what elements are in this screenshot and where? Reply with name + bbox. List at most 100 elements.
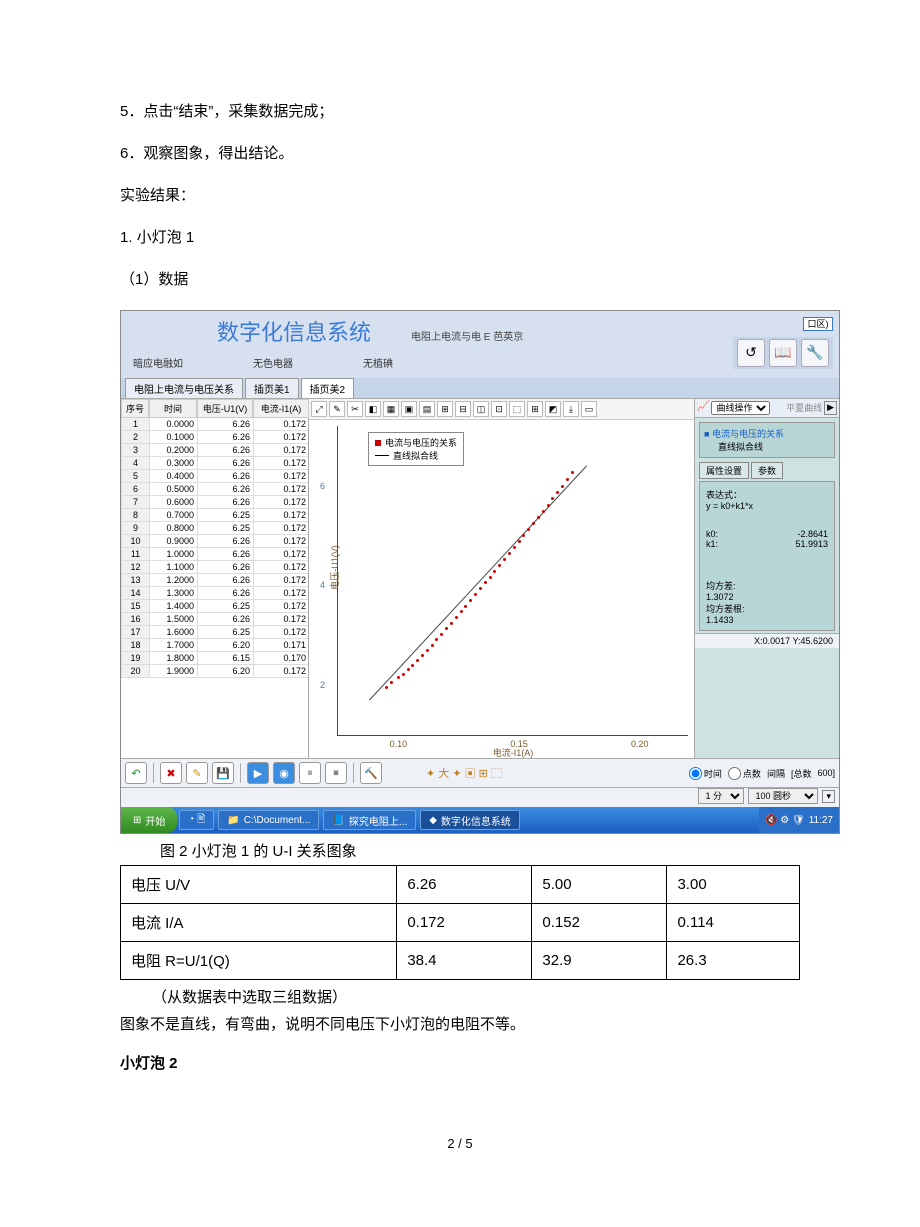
data-row[interactable]: 90.80006.250.172 (121, 522, 308, 535)
chart-tool-14[interactable]: ⤓ (563, 401, 579, 417)
sp-tab-props[interactable]: 属性设置 (699, 462, 749, 479)
iconbar-btn-2[interactable]: 🔧 (801, 339, 829, 367)
stop-button[interactable]: ⏹ (325, 762, 347, 784)
data-row[interactable]: 20.10006.260.172 (121, 431, 308, 444)
chart-tool-9[interactable]: ◫ (473, 401, 489, 417)
tab-2[interactable]: 插页美2 (301, 378, 355, 398)
chart-tool-12[interactable]: ⊞ (527, 401, 543, 417)
chart-tool-8[interactable]: ⊟ (455, 401, 471, 417)
cell-r0c1: 6.26 (397, 866, 532, 904)
data-row[interactable]: 201.90006.200.172 (121, 665, 308, 678)
chart-tool-0[interactable]: ⤢ (311, 401, 327, 417)
chart-tool-7[interactable]: ⊞ (437, 401, 453, 417)
cell-r0c2: 5.00 (532, 866, 667, 904)
data-table-body[interactable]: 10.00006.260.17220.10006.260.17230.20006… (121, 418, 308, 678)
total-after: 600] (817, 768, 835, 778)
data-row[interactable]: 60.50006.260.172 (121, 483, 308, 496)
tab-0[interactable]: 电阻上电流与电压关系 (125, 378, 243, 398)
cell-r1c0: 电流 I/A (121, 904, 397, 942)
sqroot-label: 均方差根: (706, 604, 745, 614)
menu-icon[interactable]: ▾ (822, 790, 835, 803)
sqmean-label: 均方差: (706, 581, 736, 591)
table-row: 电流 I/A 0.172 0.152 0.114 (121, 904, 800, 942)
chart-tool-11[interactable]: ⬚ (509, 401, 525, 417)
sp-tab-params[interactable]: 参数 (751, 462, 783, 479)
data-row[interactable]: 30.20006.260.172 (121, 444, 308, 457)
iconbar-btn-1[interactable]: 📖 (769, 339, 797, 367)
chart-tool-15[interactable]: ▭ (581, 401, 597, 417)
count-radio[interactable] (728, 767, 741, 780)
edit-button[interactable]: ✎ (186, 762, 208, 784)
chart-tool-1[interactable]: ✎ (329, 401, 345, 417)
page-number: 2 / 5 (120, 1136, 800, 1151)
data-row[interactable]: 111.00006.260.172 (121, 548, 308, 561)
chart-tool-10[interactable]: ⊡ (491, 401, 507, 417)
table-note: （从数据表中选取三组数据） (152, 986, 800, 1007)
data-row[interactable]: 50.40006.260.172 (121, 470, 308, 483)
data-point (464, 605, 467, 608)
xtick: 0.15 (510, 739, 528, 749)
data-row[interactable]: 141.30006.260.172 (121, 587, 308, 600)
legend-dot-icon (375, 440, 381, 446)
task-item-1[interactable]: 📘探究电阻上... (323, 810, 416, 830)
undo-button[interactable]: ↶ (125, 762, 147, 784)
interval-select[interactable]: 1 分 (698, 788, 744, 804)
data-point (445, 627, 448, 630)
chart-tool-5[interactable]: ▣ (401, 401, 417, 417)
chart-legend: 电流与电压的关系 直线拟合线 (368, 432, 464, 466)
curve-op-select[interactable]: 曲线操作 (711, 401, 770, 415)
chart-tool-6[interactable]: ▤ (419, 401, 435, 417)
doc-step-6: 6．观察图象，得出结论。 (120, 142, 800, 166)
data-point (421, 654, 424, 657)
data-row[interactable]: 40.30006.260.172 (121, 457, 308, 470)
time-radio[interactable] (689, 767, 702, 780)
data-row[interactable]: 80.70006.250.172 (121, 509, 308, 522)
taskbar-pin[interactable]: ◔ 🖹 (179, 810, 214, 830)
data-row[interactable]: 171.60006.250.172 (121, 626, 308, 639)
interval-label: 间隔 (767, 767, 785, 780)
pause-button[interactable]: ⏸ (299, 762, 321, 784)
data-point (522, 534, 525, 537)
count-select[interactable]: 100 圆秒 (748, 788, 818, 804)
start-button[interactable]: ⊞开始 (121, 807, 177, 833)
data-row[interactable]: 181.70006.200.171 (121, 639, 308, 652)
record-button[interactable]: ◉ (273, 762, 295, 784)
chart-tool-3[interactable]: ◧ (365, 401, 381, 417)
data-point (455, 616, 458, 619)
chart-toolbar: ⤢✎✂◧▦▣▤⊞⊟◫⊡⬚⊞◩⤓▭ (309, 399, 694, 420)
data-point (537, 516, 540, 519)
dt-h3: 电流-I1(A) (253, 399, 309, 418)
data-point (390, 681, 393, 684)
tab-1[interactable]: 插页美1 (245, 378, 299, 398)
delete-button[interactable]: ✖ (160, 762, 182, 784)
window-buttons[interactable]: 口区) (803, 317, 833, 331)
data-row[interactable]: 121.10006.260.172 (121, 561, 308, 574)
task-item-2[interactable]: ◆数字化信息系统 (420, 810, 520, 830)
task-item-0[interactable]: 📁C:\Document... (218, 810, 319, 830)
icon-strip: ✦ 大 ✦ ▣ ⊞ ⬚ (426, 765, 502, 781)
data-row[interactable]: 191.80006.150.170 (121, 652, 308, 665)
data-row[interactable]: 10.00006.260.172 (121, 418, 308, 431)
chart-tool-13[interactable]: ◩ (545, 401, 561, 417)
iconbar-btn-0[interactable]: ↺ (737, 339, 765, 367)
data-row[interactable]: 161.50006.260.172 (121, 613, 308, 626)
data-point (561, 485, 564, 488)
conclusion-text: 图象不是直线，有弯曲，说明不同电压下小灯泡的电阻不等。 (120, 1013, 800, 1034)
windows-icon: ⊞ (133, 815, 141, 826)
data-row[interactable]: 151.40006.250.172 (121, 600, 308, 613)
y-axis-label: 电压-U1(V) (328, 545, 341, 590)
data-row[interactable]: 131.20006.260.172 (121, 574, 308, 587)
data-table-panel: 序号 时间 电压-U1(V) 电流-I1(A) 10.00006.260.172… (121, 399, 309, 758)
data-row[interactable]: 100.90006.260.172 (121, 535, 308, 548)
system-tray[interactable]: 🔇 ⚙ 🛡11:27 (759, 807, 839, 833)
cell-r2c1: 38.4 (397, 942, 532, 980)
plot-area[interactable]: 电流与电压的关系 直线拟合线 电压-U1(V) 电流-I1(A) 2460.10… (337, 426, 688, 736)
data-row[interactable]: 70.60006.260.172 (121, 496, 308, 509)
play-button[interactable]: ▶ (247, 762, 269, 784)
save-button[interactable]: 💾 (212, 762, 234, 784)
subtag-2: 无植碘 (363, 355, 393, 370)
chart-tool-2[interactable]: ✂ (347, 401, 363, 417)
arrow-right-icon[interactable]: ▶ (824, 401, 837, 415)
chart-tool-4[interactable]: ▦ (383, 401, 399, 417)
tool-button[interactable]: 🔨 (360, 762, 382, 784)
